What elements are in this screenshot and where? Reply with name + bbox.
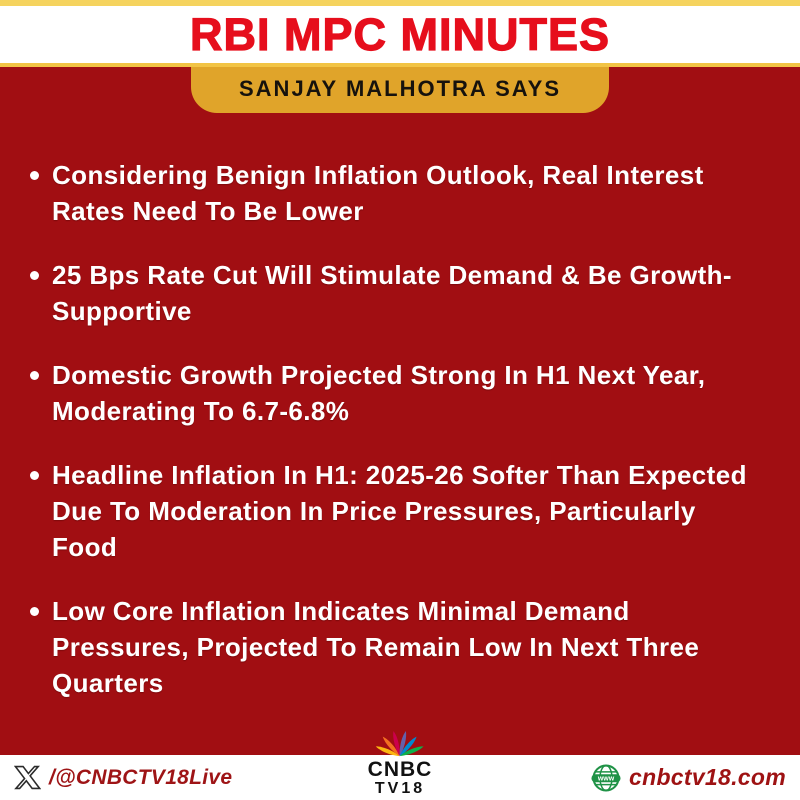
list-item: Domestic Growth Projected Strong In H1 N… [30,357,770,429]
page-title: RBI MPC MINUTES [189,8,610,60]
bullet-dot-icon [30,171,39,180]
list-item: 25 Bps Rate Cut Will Stimulate Demand & … [30,257,770,329]
bullet-text: 25 Bps Rate Cut Will Stimulate Demand & … [52,260,732,326]
gold-divider [0,63,800,67]
speaker-name: SANJAY MALHOTRA SAYS [239,76,561,101]
peacock-icon [375,726,425,758]
speaker-badge: SANJAY MALHOTRA SAYS [191,67,609,113]
www-globe-icon: www [591,763,621,793]
content-area: SANJAY MALHOTRA SAYS Considering Benign … [0,67,800,755]
bullet-text: Domestic Growth Projected Strong In H1 N… [52,360,706,426]
globe-www-label: www [597,775,615,782]
cnbc-tv18-logo: CNBC TV18 [368,726,433,797]
list-item: Low Core Inflation Indicates Minimal Dem… [30,593,770,701]
list-item: Headline Inflation In H1: 2025-26 Softer… [30,457,770,565]
footer-bar: /@CNBCTV18Live www cnbctv18.com [0,755,800,800]
bullet-dot-icon [30,471,39,480]
header-banner: RBI MPC MINUTES [0,6,800,63]
footer-social: /@CNBCTV18Live [14,764,232,791]
x-twitter-icon [14,764,41,791]
footer-website: www cnbctv18.com [591,763,786,793]
bullet-text: Considering Benign Inflation Outlook, Re… [52,160,704,226]
twitter-handle: /@CNBCTV18Live [49,765,233,789]
logo-text-cnbc: CNBC [367,758,433,781]
bullet-dot-icon [30,271,39,280]
bullet-dot-icon [30,371,39,380]
website-url: cnbctv18.com [629,764,786,790]
logo-text-tv18: TV18 [374,780,426,797]
top-gold-strip [0,0,800,6]
bullet-text: Headline Inflation In H1: 2025-26 Softer… [52,460,747,562]
bullet-dot-icon [30,607,39,616]
bullet-list: Considering Benign Inflation Outlook, Re… [0,113,800,701]
bullet-text: Low Core Inflation Indicates Minimal Dem… [52,596,700,698]
list-item: Considering Benign Inflation Outlook, Re… [30,157,770,229]
